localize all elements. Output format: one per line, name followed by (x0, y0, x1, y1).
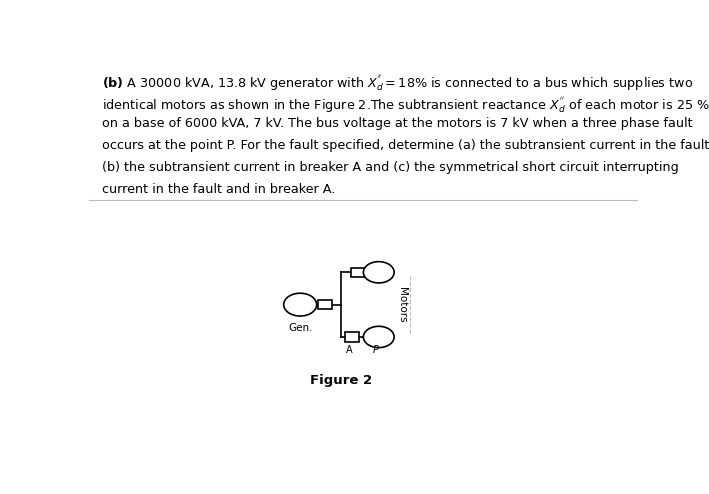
Circle shape (284, 293, 317, 316)
Text: Gen.: Gen. (288, 323, 313, 333)
Text: on a base of 6000 kVA, 7 kV. The bus voltage at the motors is 7 kV when a three : on a base of 6000 kVA, 7 kV. The bus vol… (102, 117, 693, 130)
Text: A: A (346, 345, 352, 355)
Text: $\bf{(b)}$ A 30000 kVA, 13.8 kV generator with $X_d^{''} = 18\%$ is connected to: $\bf{(b)}$ A 30000 kVA, 13.8 kV generato… (102, 73, 693, 92)
Bar (345, 332, 359, 342)
Text: Figure 2: Figure 2 (311, 374, 372, 387)
Text: occurs at the point P. For the fault specified, determine (a) the subtransient c: occurs at the point P. For the fault spe… (102, 139, 709, 152)
Circle shape (364, 262, 394, 283)
Bar (318, 300, 332, 309)
Bar (351, 268, 364, 277)
Text: P: P (372, 345, 379, 355)
Text: Motors: Motors (397, 287, 407, 323)
Circle shape (364, 327, 394, 348)
Text: (b) the subtransient current in breaker A and (c) the symmetrical short circuit : (b) the subtransient current in breaker … (102, 161, 679, 174)
Text: identical motors as shown in the Figure 2.The subtransient reactance $X_d^{''}$ : identical motors as shown in the Figure … (102, 95, 709, 115)
Text: current in the fault and in breaker A.: current in the fault and in breaker A. (102, 183, 336, 196)
